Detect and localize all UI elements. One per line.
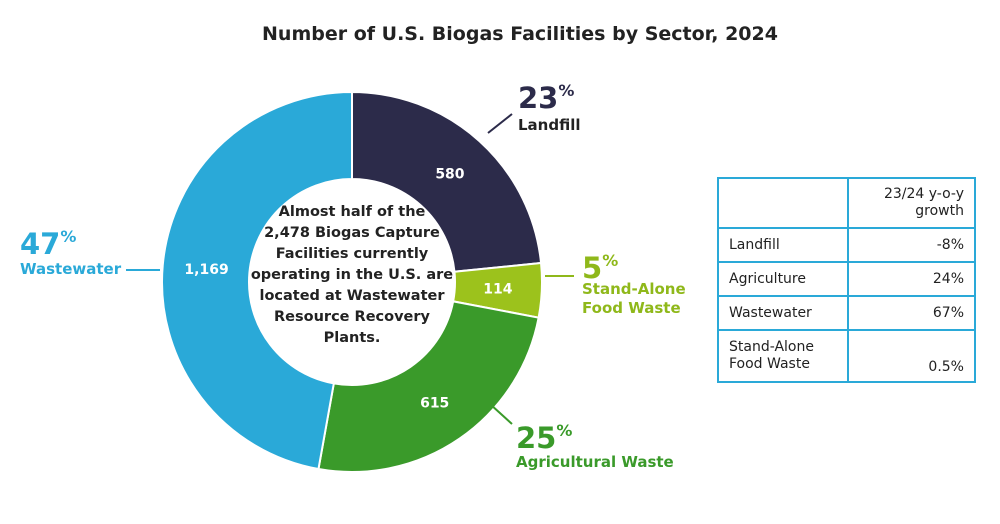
table-row: Agriculture 24%: [717, 261, 976, 297]
slice-value-label: 114: [483, 281, 512, 297]
slice-value-label: 1,169: [184, 262, 228, 278]
category-label-landfill: Landfill: [518, 116, 581, 134]
table-header-growth: 23/24 y-o-y growth: [847, 177, 976, 229]
table-row: Wastewater 67%: [717, 295, 976, 331]
slice-wastewater: [161, 90, 353, 471]
table-cell-line: Stand-Alone: [729, 339, 814, 355]
leader-line-agricultural: [489, 403, 513, 425]
table-header-row: 23/24 y-o-y growth: [717, 177, 976, 229]
percent-label-landfill: 23%: [518, 81, 574, 115]
table-cell-sector: Landfill: [717, 227, 849, 263]
table-row: Landfill -8%: [717, 227, 976, 263]
category-label-wastewater: Wastewater: [20, 260, 122, 278]
category-label-agricultural: Agricultural Waste: [516, 453, 674, 471]
center-annotation: Almost half of the 2,478 Biogas Capture Fa…: [251, 204, 453, 346]
category-label-food-waste: Stand-Alone: [582, 280, 686, 298]
table-cell-growth: -8%: [847, 227, 976, 263]
center-text-line: 2,478 Biogas Capture: [264, 225, 440, 241]
slice-value-label: 580: [435, 167, 464, 183]
table-cell-sector: Stand-Alone Food Waste: [717, 329, 849, 383]
center-text-line: Resource Recovery: [274, 309, 431, 325]
slice-value-label: 615: [420, 395, 449, 411]
center-text-line: located at Wastewater: [259, 288, 445, 304]
percent-label-waste: 47%: [20, 227, 76, 261]
table-header-line: 23/24 y-o-y: [883, 186, 964, 202]
center-text-line: Almost half of the: [279, 204, 426, 220]
center-text-line: operating in the U.S. are: [251, 267, 453, 283]
leader-line-landfill: [487, 113, 513, 134]
growth-table: 23/24 y-o-y growth Landfill -8% Agricult…: [717, 177, 976, 383]
table-cell-sector: Agriculture: [717, 261, 849, 297]
chart-title: Number of U.S. Biogas Facilities by Sect…: [262, 23, 778, 45]
table-row: Stand-Alone Food Waste 0.5%: [717, 329, 976, 383]
slice-agricultural-waste: [317, 300, 540, 473]
table-cell-growth: 0.5%: [847, 329, 976, 383]
percent-label-agri: 25%: [516, 421, 572, 455]
category-label-food-waste: Food Waste: [582, 299, 681, 317]
table-cell-sector: Wastewater: [717, 295, 849, 331]
table-header-line: growth: [915, 203, 964, 219]
slice-landfill: [351, 90, 543, 273]
center-text-line: Plants.: [324, 330, 381, 346]
table-cell-line: Food Waste: [729, 356, 810, 372]
table-header-empty: [717, 177, 849, 229]
table-cell-growth: 24%: [847, 261, 976, 297]
center-text-line: Facilities currently: [276, 246, 429, 262]
percent-label-food: 5%: [582, 251, 618, 285]
table-cell-growth: 67%: [847, 295, 976, 331]
